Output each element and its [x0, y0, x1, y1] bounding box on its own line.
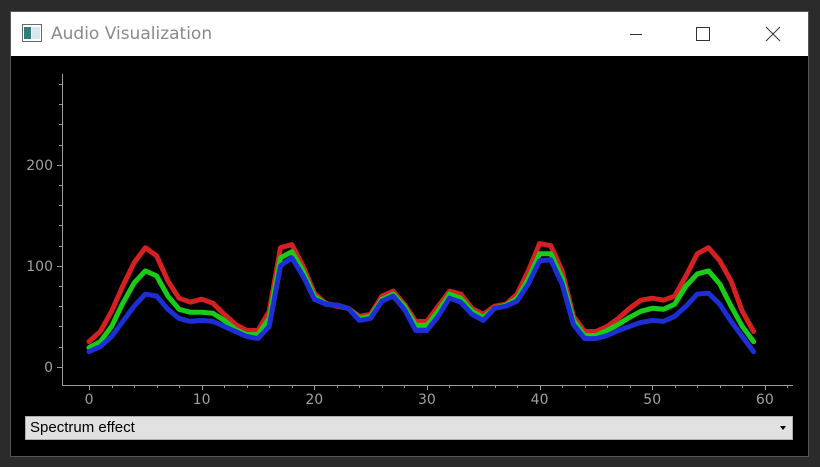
y-tick-label: 200 — [26, 158, 53, 174]
y-tick-label: 100 — [26, 259, 53, 275]
y-tick-label: 0 — [44, 360, 53, 376]
series-line-3 — [86, 255, 757, 355]
x-tick-label: 10 — [193, 392, 211, 408]
chevron-down-icon — [780, 426, 786, 430]
effect-selector[interactable]: Spectrum effect — [25, 416, 793, 440]
x-tick-label: 0 — [85, 392, 94, 408]
minimize-icon — [630, 34, 642, 35]
x-tick-label: 60 — [756, 392, 774, 408]
spectrum-plot: 0 100 200 0 10 20 30 40 50 60 — [26, 74, 793, 408]
x-tick-label: 50 — [643, 392, 661, 408]
close-button[interactable] — [750, 12, 796, 56]
close-icon — [765, 26, 781, 42]
title-bar[interactable]: Audio Visualization — [11, 12, 808, 56]
x-tick-label: 30 — [418, 392, 436, 408]
window-title: Audio Visualization — [51, 24, 213, 44]
x-tick-label: 20 — [305, 392, 323, 408]
app-window: Audio Visualization 0 100 200 0 10 20 30 40 50 60… — [10, 11, 809, 457]
series-line-2 — [86, 249, 757, 351]
app-icon — [22, 24, 42, 42]
effect-selector-value: Spectrum effect — [30, 419, 135, 436]
maximize-button[interactable] — [680, 12, 726, 56]
series-line-1 — [86, 241, 757, 345]
x-tick-label: 40 — [531, 392, 549, 408]
maximize-icon — [696, 27, 710, 41]
minimize-button[interactable] — [613, 12, 659, 56]
